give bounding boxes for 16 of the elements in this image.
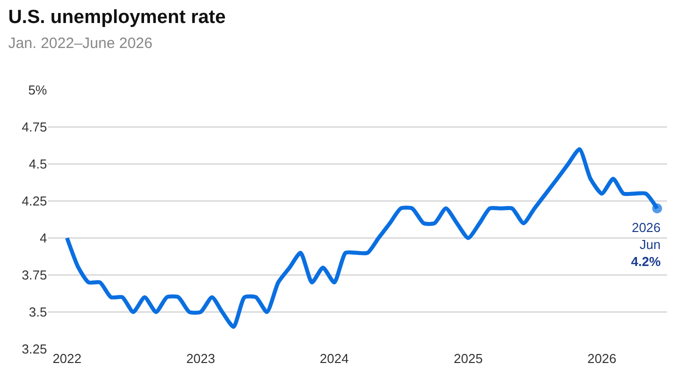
chart-title: U.S. unemployment rate xyxy=(8,7,226,28)
y-tick-label: 4.75 xyxy=(22,120,47,135)
y-tick-label: 4.25 xyxy=(22,194,47,209)
x-tick-label: 2024 xyxy=(320,351,349,366)
x-tick-label: 2023 xyxy=(186,351,216,366)
chart-subtitle: Jan. 2022–June 2026 xyxy=(8,34,152,52)
y-tick-label: 3.5 xyxy=(28,304,47,320)
x-tick-label: 2026 xyxy=(587,351,616,366)
y-tick-label: 4.5 xyxy=(28,156,47,172)
y-tick-label: 3.75 xyxy=(22,268,47,283)
x-tick-label: 2025 xyxy=(454,351,483,366)
y-tick-label: 3.25 xyxy=(22,342,47,357)
y-tick-label: 5% xyxy=(28,82,48,98)
y-tick-label: 4 xyxy=(40,230,47,246)
annotation: 2026 Jun 4.2% xyxy=(631,220,662,269)
x-tick-label: 2022 xyxy=(52,351,82,366)
